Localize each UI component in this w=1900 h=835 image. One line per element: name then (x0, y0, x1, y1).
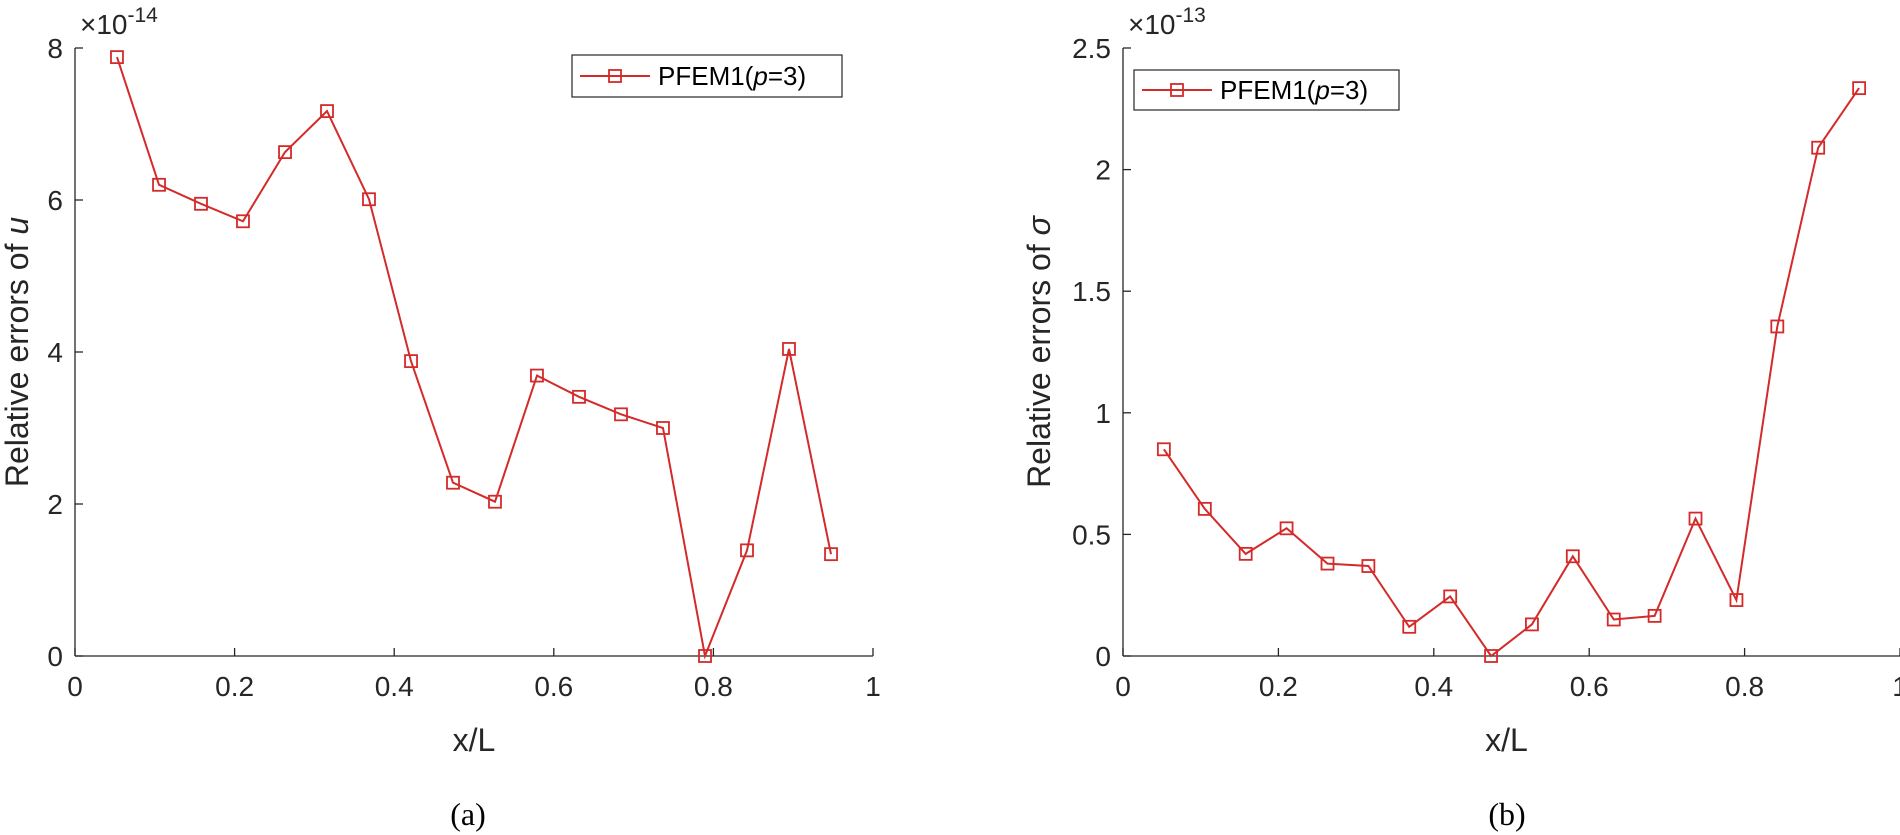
data-point-marker (278, 145, 292, 160)
y-axis-label-text: Relative errors of (1021, 235, 1057, 488)
x-tick-label: 0.6 (534, 671, 573, 702)
x-tick-label: 0.8 (1725, 671, 1764, 702)
data-point-marker (740, 543, 754, 558)
y-tick-label: 4 (47, 337, 63, 368)
x-tick-label: 1 (865, 671, 881, 702)
exponent-value: -13 (1176, 4, 1206, 27)
y-axis-label-text: Relative errors of (0, 235, 35, 488)
x-tick-label: 0.8 (694, 671, 733, 702)
y-tick-label: 1.5 (1072, 276, 1111, 307)
x-tick-label: 0.2 (215, 671, 254, 702)
data-point-marker (194, 196, 208, 211)
data-point-marker (110, 50, 124, 65)
y-axis-label-symbol: u (0, 217, 35, 235)
panel-caption: (a) (450, 796, 486, 832)
y-axis-label: Relative errors of u (0, 217, 35, 488)
legend-label-p: p (752, 61, 767, 91)
data-point-marker (1361, 559, 1376, 573)
y-axis-label: Relative errors of σ (1021, 214, 1057, 488)
legend-marker (1170, 83, 1184, 97)
x-tick-label: 0 (67, 671, 83, 702)
panel-b: 0 0.2 0.4 0.6 0.8 1 0 0.5 1 1.5 2 2.5 ×10-13 x/L Relat… (1021, 4, 1900, 832)
data-point-marker (1402, 619, 1417, 634)
data-point-marker (1729, 593, 1744, 607)
data-point-marker (1852, 81, 1867, 96)
data-point-marker (530, 368, 544, 383)
data-point-marker (656, 421, 670, 435)
x-tick-label: 0 (1115, 671, 1131, 702)
x-tick-label: 1 (1892, 671, 1900, 702)
x-tick-label: 0.4 (1414, 671, 1453, 702)
panel-a: 0 0.2 0.4 0.6 0.8 1 0 2 4 6 8 ×10-14 x/L Relative err… (0, 4, 881, 832)
y-tick-label: 2.5 (1072, 33, 1111, 64)
data-point-marker (1197, 501, 1212, 516)
legend-label-p: p (1314, 75, 1329, 105)
x-tick-label: 0.6 (1570, 671, 1609, 702)
data-point-marker (152, 177, 166, 192)
data-point-marker (446, 475, 460, 490)
y-tick-label: 0.5 (1072, 519, 1111, 550)
data-point-marker (362, 192, 376, 207)
data-point-marker (572, 389, 586, 404)
data-point-marker (1443, 589, 1458, 604)
legend-label-suffix: =3) (1330, 75, 1368, 105)
x-tick-label: 0.2 (1259, 671, 1298, 702)
y-tick-label: 0 (47, 641, 63, 672)
panel-caption: (b) (1488, 796, 1525, 832)
y-tick-label: 1 (1095, 398, 1111, 429)
data-point-marker (1156, 442, 1171, 457)
y-tick-label: 2 (1095, 155, 1111, 186)
data-point-marker (236, 214, 250, 229)
data-point-marker (1688, 511, 1703, 526)
legend-label-prefix: PFEM1( (1220, 75, 1316, 105)
y-tick-label: 8 (47, 33, 63, 64)
x-tick-label: 0.4 (375, 671, 414, 702)
y-tick-label: 0 (1095, 641, 1111, 672)
legend-label: PFEM1(p=3) (658, 61, 806, 91)
data-point-marker (614, 407, 628, 422)
series-line (1163, 87, 1860, 658)
data-point-marker (1811, 140, 1826, 155)
legend-marker (608, 69, 622, 83)
data-point-marker (1484, 649, 1498, 663)
series-line (116, 56, 832, 660)
x-axis-label: x/L (1485, 722, 1528, 758)
exponent-label: ×10-14 (80, 4, 158, 40)
data-point-marker (404, 354, 418, 369)
data-point-marker (1606, 612, 1621, 627)
data-point-marker (1647, 608, 1662, 623)
data-point-marker (824, 547, 838, 562)
y-tick-label: 2 (47, 489, 63, 520)
y-axis-label-symbol: σ (1021, 214, 1057, 235)
data-point-marker (488, 494, 502, 509)
data-point-marker (698, 649, 712, 663)
data-point-marker (782, 342, 796, 356)
data-point-marker (1565, 549, 1580, 564)
data-point-marker (1770, 319, 1785, 334)
exponent-label: ×10-13 (1128, 4, 1206, 40)
data-point-marker (1238, 546, 1253, 561)
legend-label-prefix: PFEM1( (658, 61, 754, 91)
legend-label-suffix: =3) (768, 61, 806, 91)
data-point-marker (1279, 521, 1294, 536)
exponent-value: -14 (128, 4, 159, 27)
legend-label: PFEM1(p=3) (1220, 75, 1368, 105)
data-point-marker (1320, 556, 1335, 571)
data-point-marker (320, 104, 334, 118)
y-tick-label: 6 (47, 185, 63, 216)
data-point-marker (1525, 617, 1539, 632)
x-axis-label: x/L (453, 722, 496, 758)
